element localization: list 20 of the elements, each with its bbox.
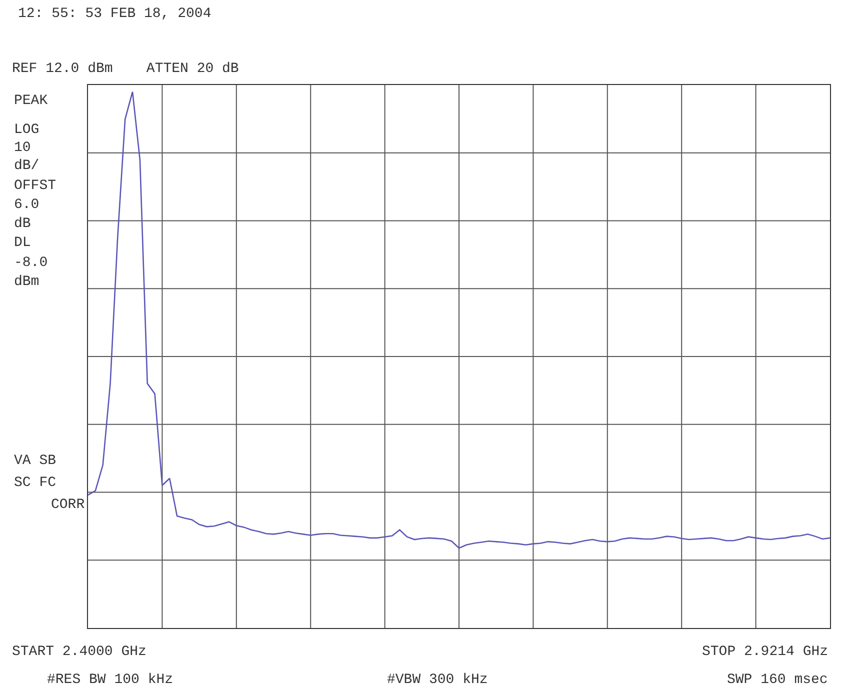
text: START 2.4000 GHz xyxy=(12,644,146,660)
text: dBm xyxy=(14,274,40,290)
text: dB/ xyxy=(14,158,40,174)
text: DL xyxy=(14,235,31,251)
text: SWP 160 msec xyxy=(727,672,828,688)
text: -8.0 xyxy=(14,255,48,271)
text: STOP 2.9214 GHz xyxy=(702,644,828,660)
text: VA SB xyxy=(14,453,56,469)
text: dB xyxy=(14,216,31,232)
text: SC FC xyxy=(14,475,56,491)
text: 6.0 xyxy=(14,197,40,213)
text: 10 xyxy=(14,140,31,156)
text: CORR xyxy=(51,497,86,513)
chart-title: 12: 55: 53 FEB 18, 2004 xyxy=(18,6,212,22)
text: #RES BW 100 kHz xyxy=(47,672,174,688)
chart-subtitle: REF 12.0 dBm ATTEN 20 dB xyxy=(12,61,239,77)
text: OFFST xyxy=(14,178,56,194)
text: LOG xyxy=(14,122,40,138)
text: #VBW 300 kHz xyxy=(387,672,488,688)
text: PEAK xyxy=(14,93,48,109)
